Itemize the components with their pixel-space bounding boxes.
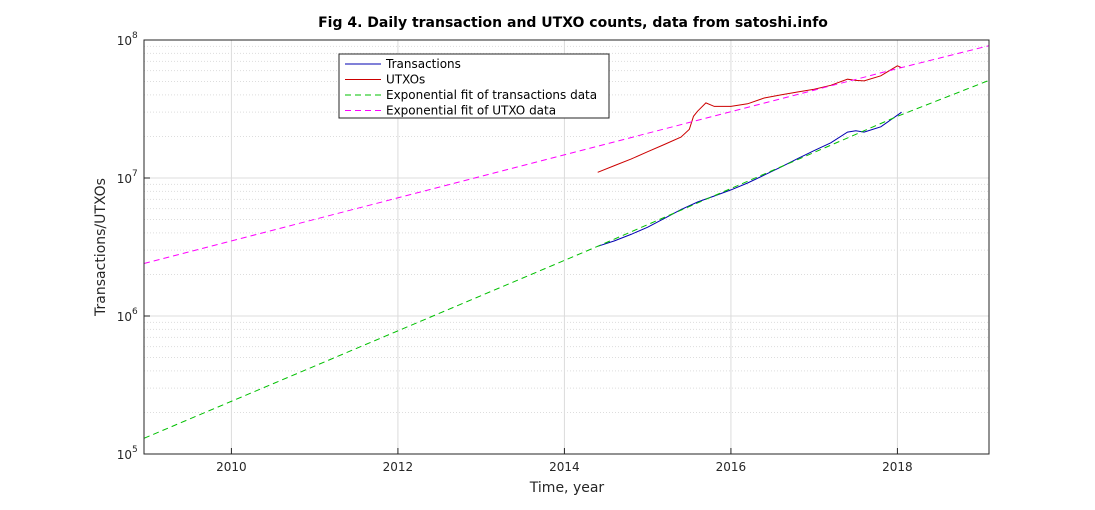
- x-tick-label: 2014: [549, 460, 580, 474]
- y-tick-exponent: 6: [132, 307, 138, 317]
- y-tick-exponent: 7: [132, 169, 138, 179]
- series-line-1: [597, 65, 902, 173]
- legend-label-0: Transactions: [385, 57, 461, 71]
- y-tick-exponent: 8: [132, 31, 138, 41]
- x-axis-label: Time, year: [529, 480, 605, 496]
- y-tick-label: 10: [117, 448, 132, 462]
- x-tick-label: 2012: [383, 460, 414, 474]
- plot-series: [143, 45, 990, 439]
- y-tick-exponent: 5: [132, 445, 138, 455]
- y-axis-label: Transactions/UTXOs: [93, 178, 109, 317]
- series-line-3: [143, 45, 990, 264]
- x-tick-label: 2018: [882, 460, 913, 474]
- series-line-2: [143, 79, 990, 439]
- legend-label-3: Exponential fit of UTXO data: [386, 104, 556, 118]
- legend-label-2: Exponential fit of transactions data: [386, 88, 597, 102]
- legend-box: [338, 53, 610, 119]
- y-tick-label: 10: [117, 172, 132, 186]
- x-tick-label: 2016: [716, 460, 747, 474]
- legend-label-1: UTXOs: [386, 73, 425, 87]
- y-tick-label: 10: [117, 310, 132, 324]
- y-tick-label: 10: [117, 34, 132, 48]
- chart-title: Fig 4. Daily transaction and UTXO counts…: [318, 15, 828, 31]
- plot-area-frame: [143, 39, 990, 455]
- x-tick-label: 2010: [216, 460, 247, 474]
